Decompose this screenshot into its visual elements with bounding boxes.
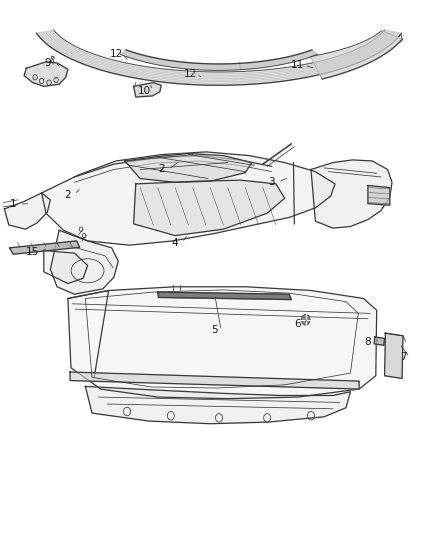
Polygon shape	[134, 180, 285, 236]
Text: 12: 12	[184, 69, 197, 78]
Polygon shape	[68, 287, 377, 399]
Text: 2: 2	[64, 190, 71, 199]
Polygon shape	[120, 50, 241, 70]
Polygon shape	[385, 333, 403, 378]
Polygon shape	[134, 83, 161, 97]
Text: 6: 6	[294, 319, 301, 329]
Polygon shape	[44, 251, 88, 284]
Polygon shape	[37, 30, 401, 85]
Polygon shape	[10, 241, 80, 254]
Text: 4: 4	[172, 238, 179, 247]
Polygon shape	[125, 154, 252, 182]
Text: 9: 9	[45, 58, 52, 68]
Polygon shape	[311, 31, 402, 79]
Circle shape	[301, 314, 310, 325]
Polygon shape	[70, 372, 359, 389]
Polygon shape	[368, 185, 390, 205]
Polygon shape	[158, 292, 291, 300]
Polygon shape	[85, 386, 350, 424]
Text: 15: 15	[26, 247, 39, 257]
Text: 11: 11	[291, 60, 304, 70]
Text: 2: 2	[159, 165, 166, 174]
Text: 3: 3	[268, 177, 275, 187]
Polygon shape	[374, 337, 385, 345]
Polygon shape	[4, 193, 50, 229]
Text: 12: 12	[110, 50, 123, 59]
Polygon shape	[50, 230, 118, 294]
Polygon shape	[85, 290, 358, 388]
Text: 1: 1	[10, 199, 17, 209]
Text: 10: 10	[138, 86, 151, 95]
Text: 8: 8	[364, 337, 371, 347]
Polygon shape	[42, 152, 335, 245]
Text: 5: 5	[211, 326, 218, 335]
Polygon shape	[24, 62, 68, 86]
Polygon shape	[311, 160, 392, 228]
Text: 7: 7	[399, 352, 406, 362]
Polygon shape	[240, 50, 318, 70]
